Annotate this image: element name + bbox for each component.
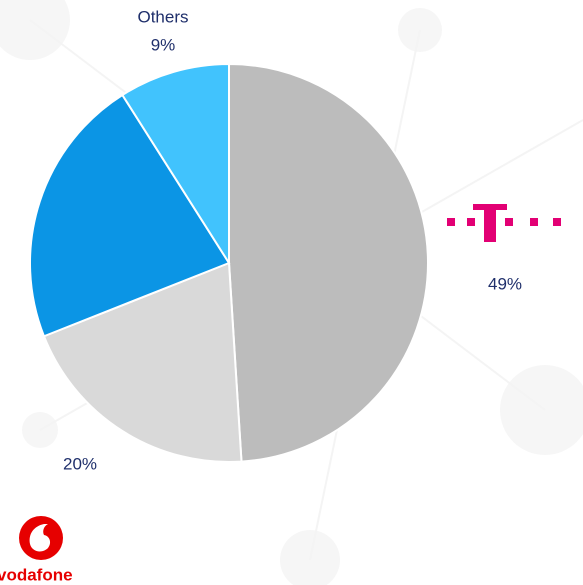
value-label: 9%: [151, 35, 176, 54]
category-label: Others: [137, 7, 188, 26]
telekom-logo: [447, 204, 561, 242]
vodafone-logo: vodafone: [0, 516, 73, 584]
value-label: 49%: [488, 274, 522, 293]
pie-slice: [29, 93, 231, 338]
pie-slice: [228, 62, 429, 463]
vodafone-text: vodafone: [0, 565, 73, 584]
pie-slice: [42, 261, 243, 463]
pie-slice: [120, 62, 230, 267]
pie: [29, 62, 429, 463]
value-label: 20%: [63, 454, 97, 473]
